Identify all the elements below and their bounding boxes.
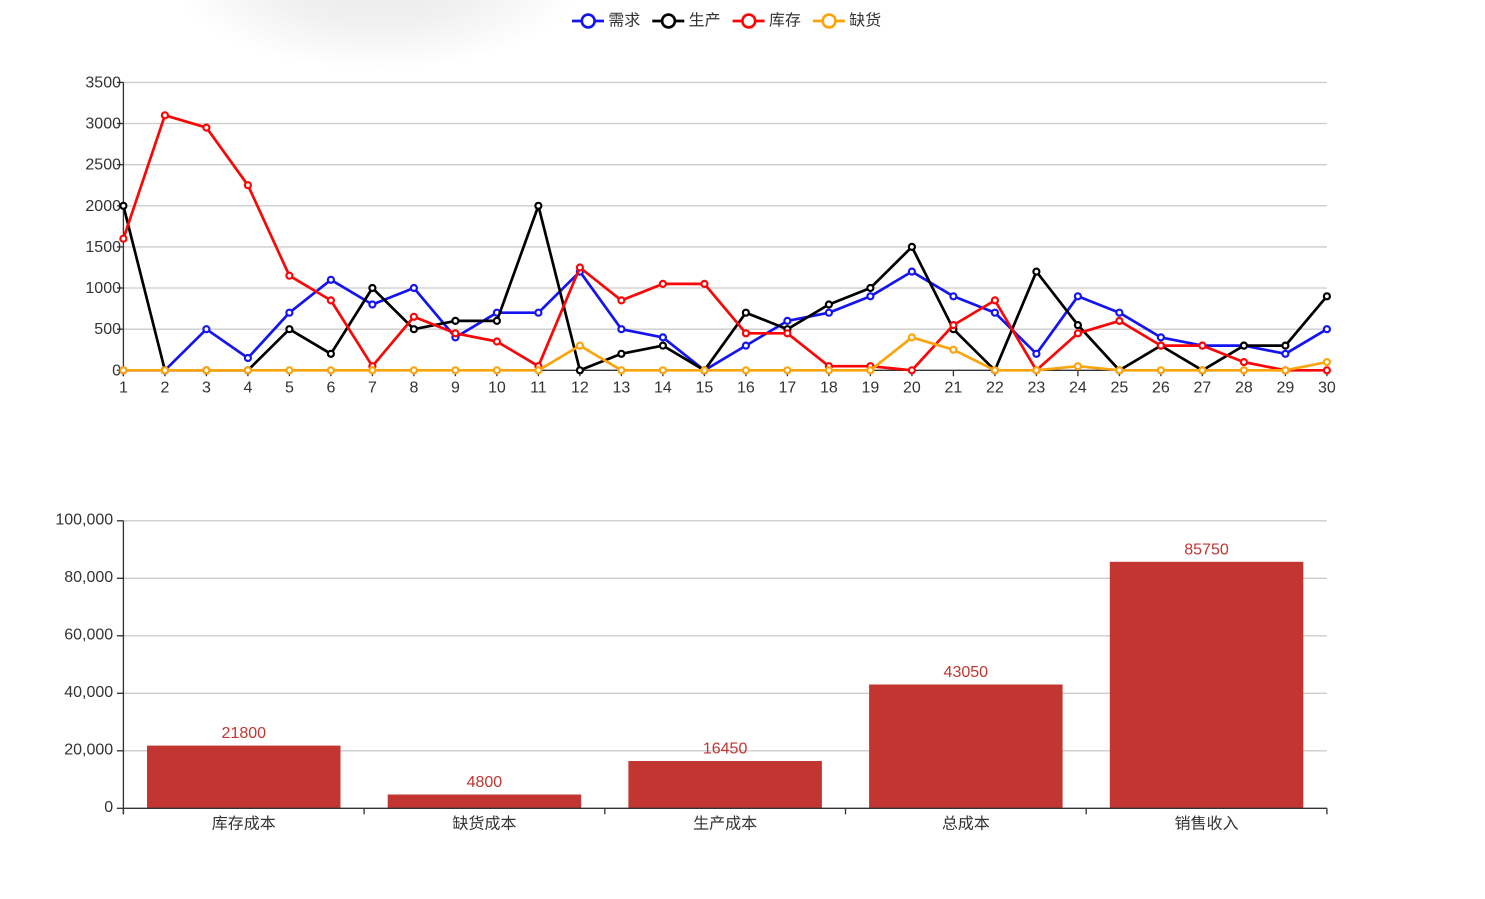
svg-text:28: 28 <box>1235 380 1253 397</box>
svg-text:21: 21 <box>945 380 963 397</box>
svg-text:27: 27 <box>1194 380 1212 397</box>
svg-text:8: 8 <box>409 380 418 397</box>
svg-text:26: 26 <box>1152 380 1170 397</box>
svg-text:5: 5 <box>285 380 294 397</box>
svg-text:22: 22 <box>986 380 1004 397</box>
svg-text:80,000: 80,000 <box>64 569 113 586</box>
svg-text:10: 10 <box>488 380 506 397</box>
svg-text:13: 13 <box>613 380 631 397</box>
svg-text:4: 4 <box>243 380 252 397</box>
svg-text:60,000: 60,000 <box>64 626 113 643</box>
svg-text:1000: 1000 <box>85 280 121 297</box>
svg-text:1500: 1500 <box>85 239 121 256</box>
svg-text:2: 2 <box>160 380 169 397</box>
svg-text:0: 0 <box>104 799 113 816</box>
svg-text:3000: 3000 <box>85 116 121 133</box>
svg-text:20,000: 20,000 <box>64 741 113 758</box>
svg-text:16450: 16450 <box>703 741 748 758</box>
svg-text:1: 1 <box>119 380 128 397</box>
svg-text:4800: 4800 <box>467 774 503 791</box>
svg-text:18: 18 <box>820 380 838 397</box>
svg-text:17: 17 <box>779 380 797 397</box>
svg-text:2000: 2000 <box>85 198 121 215</box>
svg-text:14: 14 <box>654 380 672 397</box>
svg-text:40,000: 40,000 <box>64 684 113 701</box>
svg-text:0: 0 <box>112 362 121 379</box>
svg-text:100,000: 100,000 <box>55 511 113 528</box>
svg-text:12: 12 <box>571 380 589 397</box>
svg-text:9: 9 <box>451 380 460 397</box>
svg-text:15: 15 <box>696 380 714 397</box>
svg-text:3500: 3500 <box>85 74 121 91</box>
svg-text:500: 500 <box>94 321 121 338</box>
svg-text:7: 7 <box>368 380 377 397</box>
svg-text:16: 16 <box>737 380 755 397</box>
svg-text:29: 29 <box>1277 380 1295 397</box>
svg-text:6: 6 <box>326 380 335 397</box>
svg-text:21800: 21800 <box>222 725 267 742</box>
svg-text:3: 3 <box>202 380 211 397</box>
svg-text:30: 30 <box>1318 380 1336 397</box>
svg-text:23: 23 <box>1028 380 1046 397</box>
svg-text:85750: 85750 <box>1184 541 1229 558</box>
svg-text:43050: 43050 <box>944 664 989 681</box>
svg-text:25: 25 <box>1111 380 1129 397</box>
svg-text:11: 11 <box>530 380 547 397</box>
svg-text:20: 20 <box>903 380 921 397</box>
svg-text:24: 24 <box>1069 380 1087 397</box>
svg-text:2500: 2500 <box>85 157 121 174</box>
svg-text:19: 19 <box>862 380 880 397</box>
